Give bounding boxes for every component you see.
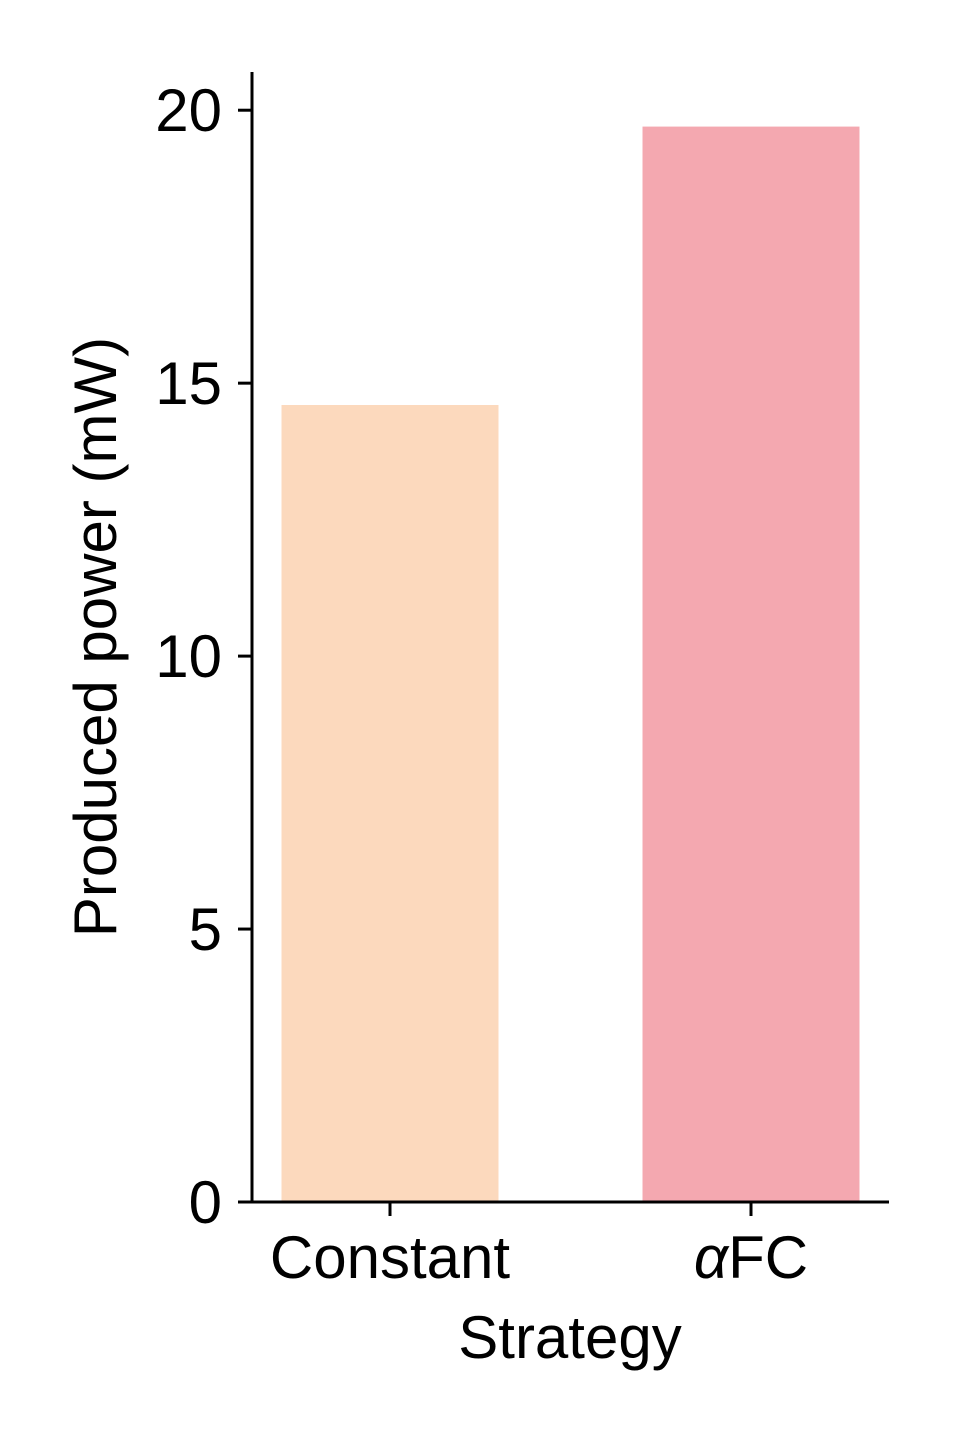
x-tick-label: Constant [270, 1224, 510, 1291]
bars-group [281, 126, 860, 1203]
x-axis-label: Strategy [458, 1304, 681, 1371]
x-axis-ticks: Constant αFC [270, 1202, 808, 1291]
bar--fc [642, 126, 860, 1203]
bar-constant [281, 404, 499, 1202]
y-tick-label: 0 [189, 1169, 222, 1236]
y-tick-label: 20 [155, 77, 222, 144]
x-tick-label: αFC [694, 1224, 808, 1291]
y-axis-ticks: 0 5 10 15 20 [155, 77, 252, 1236]
y-tick-label: 15 [155, 350, 222, 417]
y-axis-label: Produced power (mW) [62, 337, 129, 937]
y-tick-label: 10 [155, 623, 222, 690]
y-tick-label: 5 [189, 896, 222, 963]
